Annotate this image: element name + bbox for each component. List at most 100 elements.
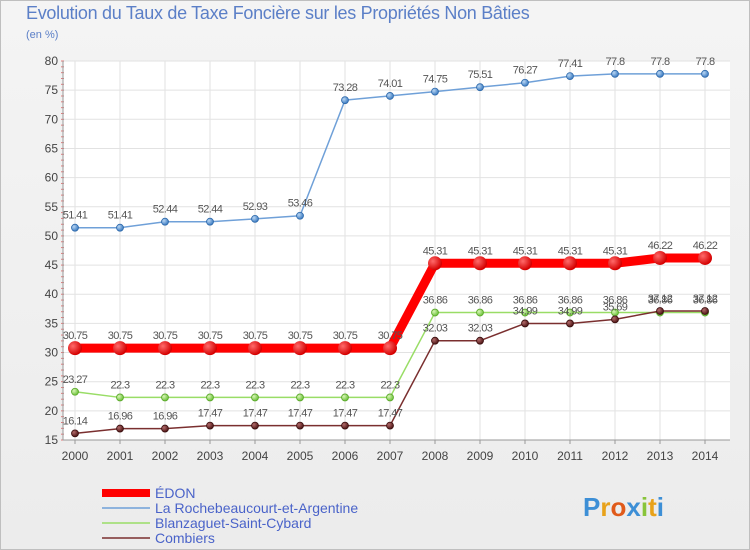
data-label-combiers: 17.47 — [288, 408, 313, 420]
point-edon — [113, 341, 127, 356]
data-label-blanzaguet: 36.86 — [468, 295, 493, 307]
point-la-rochebeaucourt — [206, 217, 214, 226]
point-edon — [293, 341, 307, 356]
data-label-la-rochebeaucourt: 52.44 — [153, 204, 178, 216]
chart-title: Evolution du Taux de Taxe Foncière sur l… — [26, 3, 530, 23]
data-label-edon: 45.31 — [513, 245, 538, 257]
point-blanzaguet — [206, 393, 214, 402]
data-label-blanzaguet: 36.86 — [558, 295, 583, 307]
legend-item-combiers: Combiers — [102, 530, 215, 546]
point-combiers — [341, 421, 349, 430]
data-label-la-rochebeaucourt: 76.27 — [513, 65, 538, 77]
logo-text: Proxiti — [583, 492, 664, 522]
point-la-rochebeaucourt — [431, 87, 439, 96]
data-label-combiers: 16.14 — [63, 415, 88, 427]
y-tick-label: 20 — [45, 404, 59, 418]
data-label-blanzaguet: 22.3 — [110, 379, 129, 391]
data-label-edon: 45.31 — [558, 245, 583, 257]
data-label-edon: 30.75 — [288, 330, 313, 342]
legend-item-blanzaguet: Blanzaguet-Saint-Cybard — [102, 515, 311, 531]
data-label-blanzaguet: 22.3 — [335, 379, 354, 391]
data-labels: 30.75 30.75 30.75 30.75 30.75 30.75 30.75 30.75… — [63, 56, 719, 428]
data-label-la-rochebeaucourt: 51.41 — [63, 210, 88, 222]
x-tick-label: 2008 — [422, 449, 449, 463]
point-la-rochebeaucourt — [251, 214, 259, 223]
legend-label: Blanzaguet-Saint-Cybard — [155, 515, 311, 531]
point-edon — [653, 250, 667, 265]
data-label-combiers: 17.47 — [243, 408, 268, 420]
y-tick-label: 40 — [45, 287, 59, 301]
data-label-la-rochebeaucourt: 77.8 — [695, 56, 714, 68]
data-label-la-rochebeaucourt: 77.41 — [558, 58, 583, 70]
point-combiers — [206, 421, 214, 430]
point-blanzaguet — [296, 393, 304, 402]
legend-label: La Rochebeaucourt-et-Argentine — [155, 500, 358, 516]
data-label-la-rochebeaucourt: 52.93 — [243, 201, 268, 213]
point-la-rochebeaucourt — [386, 92, 394, 100]
point-blanzaguet — [341, 393, 349, 402]
point-edon — [473, 256, 487, 271]
point-blanzaguet — [476, 308, 484, 317]
x-tick-label: 2010 — [512, 449, 539, 463]
data-label-edon: 46.22 — [693, 240, 718, 252]
point-la-rochebeaucourt — [341, 96, 349, 105]
legend-label: Combiers — [155, 530, 215, 546]
point-blanzaguet — [116, 393, 124, 402]
point-la-rochebeaucourt — [161, 217, 169, 226]
point-combiers — [521, 319, 529, 328]
point-combiers — [386, 421, 394, 430]
series-la-rochebeaucourt — [71, 69, 709, 232]
point-blanzaguet — [386, 393, 394, 402]
data-label-combiers: 32.03 — [468, 323, 493, 335]
point-la-rochebeaucourt — [71, 223, 79, 232]
data-label-la-rochebeaucourt: 74.01 — [378, 78, 403, 90]
data-label-combiers: 34.99 — [558, 305, 583, 317]
point-edon — [383, 341, 397, 356]
point-combiers — [476, 336, 484, 345]
point-la-rochebeaucourt — [701, 69, 709, 78]
point-edon — [518, 256, 532, 271]
data-label-edon: 30.75 — [198, 330, 223, 342]
point-la-rochebeaucourt — [116, 223, 124, 232]
x-tick-label: 2005 — [287, 449, 314, 463]
data-label-combiers: 37.12 — [693, 293, 718, 305]
data-label-edon: 30.75 — [378, 330, 403, 342]
x-tick-label: 2007 — [377, 449, 404, 463]
data-label-blanzaguet: 22.3 — [380, 379, 399, 391]
point-combiers — [431, 336, 439, 345]
data-label-la-rochebeaucourt: 52.44 — [198, 204, 223, 216]
point-la-rochebeaucourt — [611, 69, 619, 78]
point-blanzaguet — [251, 393, 259, 402]
point-combiers — [161, 424, 169, 433]
point-edon — [338, 341, 352, 356]
proxiti-logo: Proxiti — [583, 492, 664, 522]
y-tick-label: 65 — [45, 141, 59, 155]
data-label-combiers: 35.69 — [603, 301, 628, 313]
data-label-blanzaguet: 22.3 — [245, 379, 264, 391]
plot-area — [63, 61, 730, 440]
point-edon — [698, 250, 712, 265]
x-tick-label: 2011 — [557, 449, 583, 463]
y-tick-label: 75 — [45, 83, 59, 97]
data-label-la-rochebeaucourt: 53.46 — [288, 198, 313, 210]
legend-item-la-rochebeaucourt: La Rochebeaucourt-et-Argentine — [102, 500, 358, 516]
data-label-blanzaguet: 36.86 — [648, 295, 673, 307]
data-label-blanzaguet: 22.3 — [290, 379, 309, 391]
point-edon — [428, 256, 442, 271]
x-tick-label: 2002 — [152, 449, 179, 463]
point-combiers — [611, 315, 619, 324]
x-tick-label: 2001 — [107, 449, 134, 463]
data-label-la-rochebeaucourt: 74.75 — [423, 74, 448, 86]
y-tick-label: 50 — [45, 229, 59, 243]
y-tick-label: 60 — [45, 171, 59, 185]
series-combiers — [71, 307, 709, 438]
data-label-edon: 45.31 — [423, 245, 448, 257]
data-label-la-rochebeaucourt: 51.41 — [108, 210, 133, 222]
grid — [63, 60, 730, 441]
data-label-combiers: 32.03 — [423, 323, 448, 335]
point-combiers — [566, 319, 574, 328]
series-blanzaguet — [71, 308, 709, 402]
x-tick-label: 2003 — [197, 449, 224, 463]
